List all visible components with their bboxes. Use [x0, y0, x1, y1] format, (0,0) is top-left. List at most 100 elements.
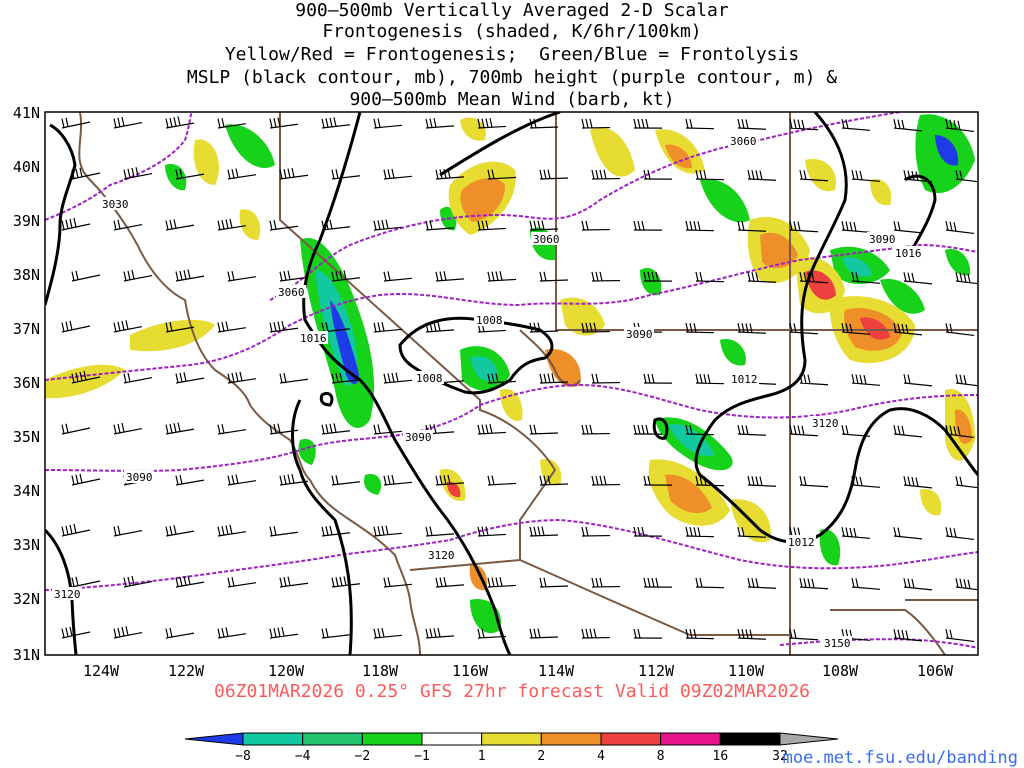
- wind-barb: [799, 373, 829, 386]
- height-contours: [45, 112, 978, 649]
- mslp-label: 1016: [300, 332, 327, 345]
- wind-barb: [529, 424, 559, 435]
- wind-barb: [955, 272, 978, 285]
- wind-barb: [331, 372, 361, 384]
- lon-label: 106W: [917, 662, 954, 680]
- wind-barb: [685, 220, 715, 232]
- wind-barb: [71, 270, 101, 282]
- wind-barb: [321, 219, 351, 231]
- lat-label: 37N: [13, 320, 40, 338]
- wind-barbs: [61, 116, 978, 643]
- contour-labels: 1016 1008 1008 1012 1012 1016 3030 3060 …: [52, 134, 923, 650]
- colorbar-tick-label: 2: [537, 749, 545, 764]
- wind-barb: [227, 371, 257, 384]
- wind-barb: [165, 321, 195, 333]
- wind-barb: [123, 575, 153, 588]
- lon-label: 116W: [452, 662, 489, 680]
- wind-barb: [903, 578, 933, 591]
- wind-barb: [581, 424, 611, 435]
- wind-barb: [61, 217, 91, 231]
- wind-barb: [165, 422, 195, 435]
- wind-barb: [71, 473, 101, 486]
- height-label: 3060: [278, 286, 305, 299]
- wind-barb: [581, 220, 611, 231]
- wind-barb: [71, 370, 101, 384]
- wind-barb: [851, 272, 881, 284]
- wind-barb: [175, 168, 205, 180]
- wind-barb: [851, 374, 881, 386]
- wind-barb: [269, 117, 299, 129]
- height-label: 3030: [102, 198, 129, 211]
- colorbar-tick-label: 1: [478, 749, 486, 764]
- wind-barb: [945, 323, 975, 337]
- wind-barb: [487, 271, 517, 282]
- wind-barb: [71, 576, 101, 588]
- lon-label: 122W: [168, 662, 205, 680]
- wind-barb: [113, 525, 143, 537]
- wind-barb: [955, 578, 978, 591]
- wind-barb: [737, 628, 767, 640]
- wind-barb: [321, 525, 351, 537]
- wind-barb: [61, 523, 91, 537]
- height-label: 3090: [626, 328, 653, 341]
- wind-barb: [903, 272, 933, 285]
- lon-label: 118W: [362, 662, 399, 680]
- wind-barb: [903, 170, 933, 183]
- wind-barb: [539, 475, 569, 486]
- wind-barb: [893, 119, 923, 132]
- lat-label: 40N: [13, 158, 40, 176]
- wind-barb: [591, 373, 621, 384]
- wind-barb: [279, 473, 309, 486]
- wind-barb: [373, 219, 403, 231]
- title-line-4: MSLP (black contour, mb), 700mb height (…: [186, 67, 838, 88]
- lon-label: 110W: [728, 662, 765, 680]
- wind-barb: [123, 167, 153, 180]
- wind-barb: [269, 320, 299, 333]
- colorbar-swatch: [540, 732, 602, 746]
- colorbar-tick-label: 32: [772, 749, 788, 764]
- wind-barb: [591, 577, 621, 588]
- wind-barb: [945, 527, 975, 541]
- wind-barb: [435, 271, 465, 282]
- wind-barb: [425, 118, 455, 129]
- wind-barb: [175, 269, 205, 282]
- mslp-label: 1012: [731, 373, 758, 386]
- wind-barb: [581, 526, 611, 537]
- wind-barb: [841, 629, 871, 641]
- wind-barb: [279, 576, 309, 588]
- wind-barb: [591, 475, 621, 486]
- wind-barb: [747, 475, 777, 487]
- colorbar-arrow-low: [184, 732, 244, 746]
- wind-barb: [945, 221, 975, 235]
- wind-barb: [123, 372, 153, 384]
- wind-barb: [529, 118, 559, 129]
- wind-barb: [331, 576, 361, 588]
- wind-barb: [175, 372, 205, 384]
- wind-barb: [217, 321, 247, 333]
- wind-barb: [373, 525, 403, 537]
- wind-barb: [425, 321, 455, 333]
- mslp-label: 1008: [476, 314, 503, 327]
- credit-url[interactable]: moe.met.fsu.edu/banding: [782, 748, 1018, 768]
- wind-barb: [175, 474, 205, 486]
- lon-label: 114W: [538, 662, 575, 680]
- wind-barb: [529, 220, 559, 231]
- wind-barb: [373, 424, 403, 435]
- wind-barb: [633, 118, 663, 129]
- wind-barb: [435, 474, 465, 486]
- colorbar-tick-label: −8: [235, 749, 251, 764]
- wind-barb: [113, 626, 143, 639]
- wind-barb: [165, 525, 195, 537]
- wind-barb: [581, 322, 611, 333]
- height-label: 3120: [812, 417, 839, 430]
- wind-barb: [643, 577, 673, 588]
- wind-barb: [643, 169, 673, 180]
- wind-barb: [477, 118, 507, 129]
- wind-barb: [955, 170, 978, 183]
- wind-barb: [643, 373, 673, 384]
- lat-label: 35N: [13, 428, 40, 446]
- wind-barb: [165, 627, 195, 639]
- wind-barb: [487, 577, 517, 588]
- wind-barb: [321, 117, 351, 129]
